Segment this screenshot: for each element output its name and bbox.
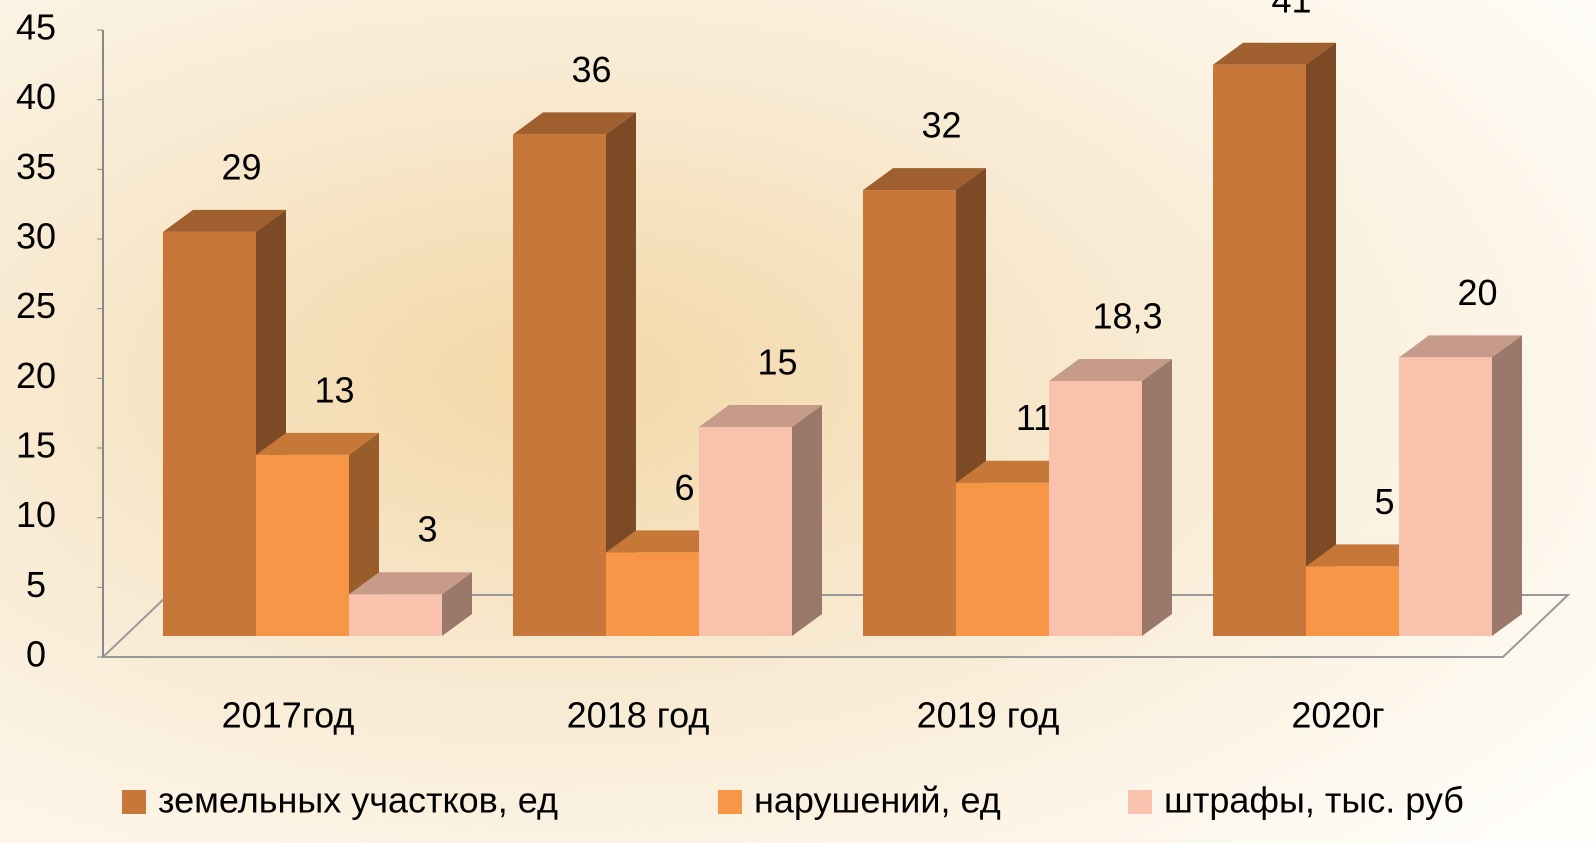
x-tick-label: 2020г — [1291, 695, 1384, 736]
bar — [256, 454, 349, 636]
y-tick-label: 5 — [26, 564, 46, 605]
bar — [863, 190, 956, 636]
x-tick-label: 2018 год — [567, 695, 710, 736]
bar — [956, 482, 1049, 636]
bar — [1049, 381, 1142, 636]
y-tick-label: 15 — [16, 425, 56, 466]
y-tick-label: 35 — [16, 146, 56, 187]
bar-top — [349, 572, 472, 595]
value-label: 15 — [757, 342, 797, 383]
bar-top — [863, 168, 986, 191]
value-label: 11 — [1016, 397, 1053, 438]
bar — [606, 552, 699, 636]
bar-top — [1213, 42, 1336, 65]
bar — [1306, 566, 1399, 636]
value-label: 5 — [1374, 481, 1394, 522]
y-tick-label: 30 — [16, 216, 56, 257]
bar — [699, 427, 792, 636]
y-tick-label: 20 — [16, 355, 56, 396]
floor — [100, 594, 1571, 658]
value-label: 6 — [674, 467, 694, 508]
value-label: 29 — [221, 146, 261, 187]
y-tick-label: 45 — [16, 7, 56, 48]
value-label: 3 — [417, 509, 437, 550]
bar — [1213, 64, 1306, 636]
y-tick-label: 25 — [16, 285, 56, 326]
bar-top — [606, 530, 729, 553]
bar-top — [956, 460, 1079, 483]
bar — [163, 231, 256, 636]
bar — [1399, 357, 1492, 636]
value-label: 36 — [571, 49, 611, 90]
bar-side — [1306, 42, 1336, 636]
bar-top — [699, 405, 822, 427]
y-tick-label: 10 — [16, 494, 56, 535]
value-label: 32 — [921, 105, 961, 146]
y-tick-label: 0 — [26, 634, 46, 675]
value-label: 13 — [314, 369, 354, 410]
bar-side — [606, 112, 636, 636]
legend-label: земельных участков, ед — [158, 780, 558, 821]
bar-top — [513, 112, 636, 135]
bar-side — [442, 572, 472, 636]
bar-top — [163, 209, 286, 232]
x-tick-label: 2019 год — [917, 695, 1060, 736]
legend-label: нарушений, ед — [754, 780, 1001, 821]
bar-side — [1142, 359, 1172, 636]
bar — [513, 134, 606, 636]
bar-top — [1049, 359, 1172, 382]
legend-swatch — [718, 790, 742, 814]
value-label: 41 — [1271, 0, 1311, 20]
bar — [349, 594, 442, 636]
bar-side — [792, 405, 822, 636]
bar-side — [1492, 335, 1522, 636]
bar-top — [1399, 335, 1522, 358]
y-tick-label: 40 — [16, 76, 56, 117]
bar-top — [1306, 544, 1429, 567]
value-label: 20 — [1457, 272, 1497, 313]
legend-swatch — [122, 790, 146, 814]
legend-swatch — [1128, 790, 1152, 814]
value-label: 18,3 — [1092, 296, 1162, 337]
x-tick-label: 2017год — [222, 695, 355, 736]
legend-label: штрафы, тыс. руб — [1164, 780, 1464, 821]
bar-top — [256, 432, 379, 455]
